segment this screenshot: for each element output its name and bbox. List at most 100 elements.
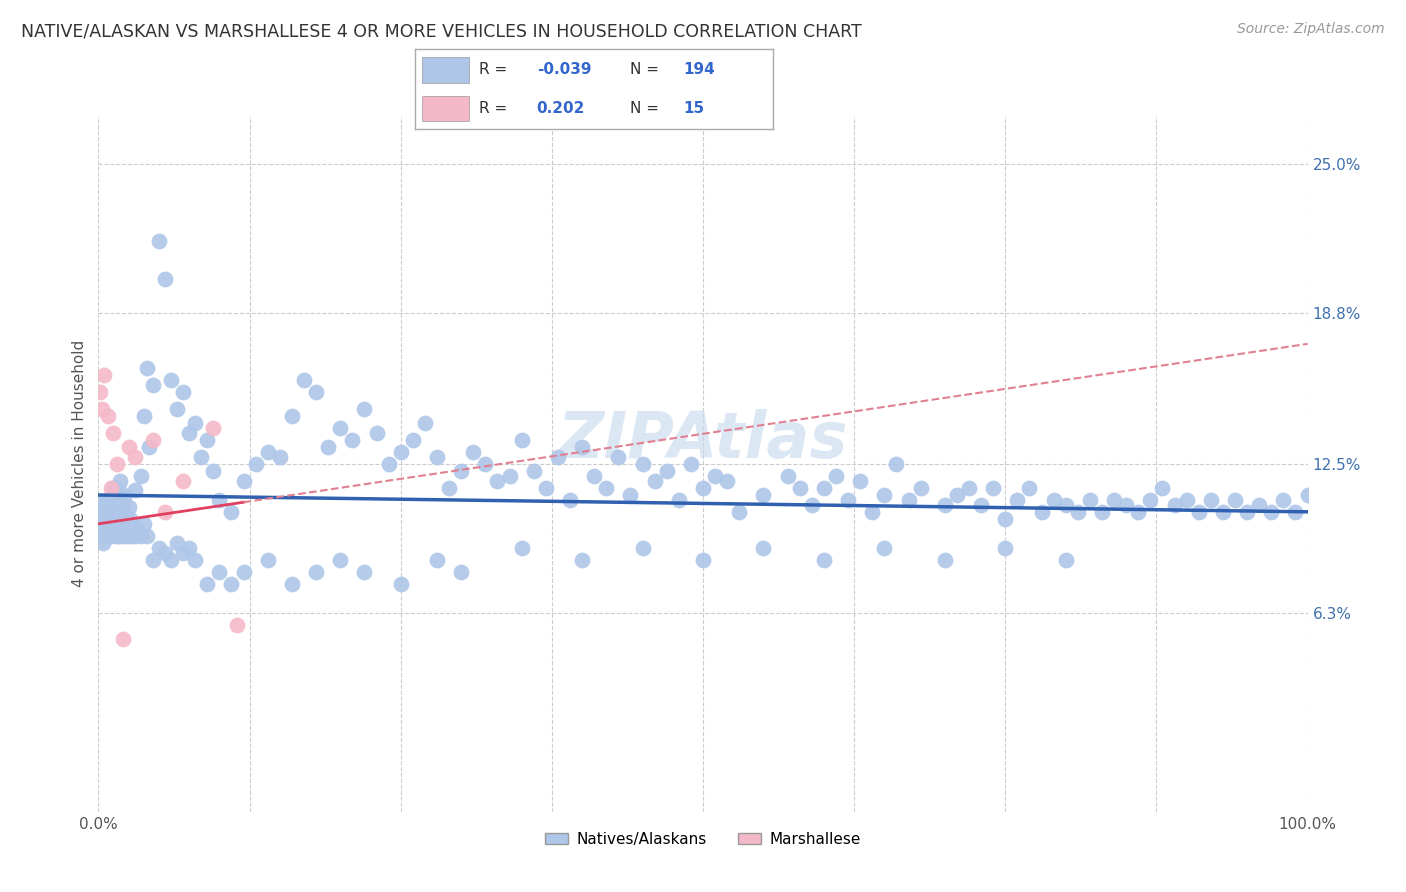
Point xyxy=(111,529,134,543)
Point xyxy=(1054,498,1077,512)
Point xyxy=(474,457,496,471)
Point xyxy=(118,526,141,541)
Point xyxy=(153,505,176,519)
Point xyxy=(232,565,254,579)
Point xyxy=(101,505,124,519)
Point xyxy=(329,553,352,567)
Point xyxy=(1236,505,1258,519)
Point xyxy=(100,522,122,536)
Point xyxy=(934,498,956,512)
Point xyxy=(655,464,678,478)
Point xyxy=(389,576,412,591)
Point xyxy=(91,529,114,543)
Point xyxy=(292,373,315,387)
Point xyxy=(1212,505,1234,519)
Point xyxy=(202,421,225,435)
Text: R =: R = xyxy=(479,62,512,78)
Point xyxy=(776,468,799,483)
Point xyxy=(118,440,141,454)
Text: Source: ZipAtlas.com: Source: ZipAtlas.com xyxy=(1237,22,1385,37)
Point xyxy=(160,373,183,387)
Text: 194: 194 xyxy=(683,62,716,78)
Point xyxy=(107,519,129,533)
Point xyxy=(305,384,328,399)
Point xyxy=(160,553,183,567)
Point xyxy=(111,632,134,646)
Point xyxy=(121,522,143,536)
Point xyxy=(450,464,472,478)
Point xyxy=(90,512,112,526)
Point xyxy=(108,522,131,536)
Point xyxy=(329,421,352,435)
Point xyxy=(142,377,165,392)
Point xyxy=(305,565,328,579)
Point xyxy=(208,565,231,579)
Point xyxy=(135,360,157,375)
Point xyxy=(619,488,641,502)
Point xyxy=(934,553,956,567)
Point xyxy=(90,495,112,509)
Point xyxy=(1031,505,1053,519)
Point xyxy=(221,505,243,519)
Point xyxy=(93,522,115,536)
Point xyxy=(269,450,291,464)
Point xyxy=(115,516,138,531)
Text: 15: 15 xyxy=(683,101,704,116)
Point xyxy=(1139,492,1161,507)
Point xyxy=(103,522,125,536)
Point xyxy=(426,553,449,567)
Point xyxy=(202,464,225,478)
Point xyxy=(886,457,908,471)
Point xyxy=(377,457,399,471)
Point xyxy=(121,522,143,536)
Point xyxy=(111,502,134,516)
Point xyxy=(179,541,201,555)
Point xyxy=(281,409,304,423)
Point xyxy=(498,468,520,483)
Point xyxy=(195,433,218,447)
Point xyxy=(1078,492,1101,507)
Point xyxy=(105,457,128,471)
Point xyxy=(860,505,883,519)
Point xyxy=(1199,492,1222,507)
Point xyxy=(153,546,176,560)
Point xyxy=(172,474,194,488)
Point xyxy=(426,450,449,464)
Point xyxy=(179,425,201,440)
Point xyxy=(114,522,136,536)
Point xyxy=(825,468,848,483)
Point xyxy=(1163,498,1185,512)
Point xyxy=(873,488,896,502)
Point xyxy=(100,529,122,543)
Point xyxy=(353,565,375,579)
Point xyxy=(98,529,121,543)
Point xyxy=(101,425,124,440)
Point xyxy=(342,433,364,447)
Text: R =: R = xyxy=(479,101,517,116)
Point xyxy=(1067,505,1090,519)
Point xyxy=(510,541,533,555)
Point xyxy=(595,481,617,495)
Point xyxy=(1042,492,1064,507)
Point xyxy=(256,553,278,567)
Point xyxy=(97,409,120,423)
FancyBboxPatch shape xyxy=(422,95,468,121)
Point xyxy=(873,541,896,555)
Point xyxy=(1054,553,1077,567)
Point xyxy=(281,576,304,591)
Point xyxy=(112,512,135,526)
Point xyxy=(94,516,117,531)
Point xyxy=(120,529,142,543)
Point xyxy=(1260,505,1282,519)
Point xyxy=(195,576,218,591)
Point xyxy=(166,536,188,550)
Point xyxy=(221,576,243,591)
Point xyxy=(129,468,152,483)
Point xyxy=(534,481,557,495)
Point xyxy=(101,488,124,502)
Point xyxy=(256,445,278,459)
Point xyxy=(631,457,654,471)
Point xyxy=(1296,488,1319,502)
Point xyxy=(1284,505,1306,519)
Point xyxy=(134,516,156,531)
